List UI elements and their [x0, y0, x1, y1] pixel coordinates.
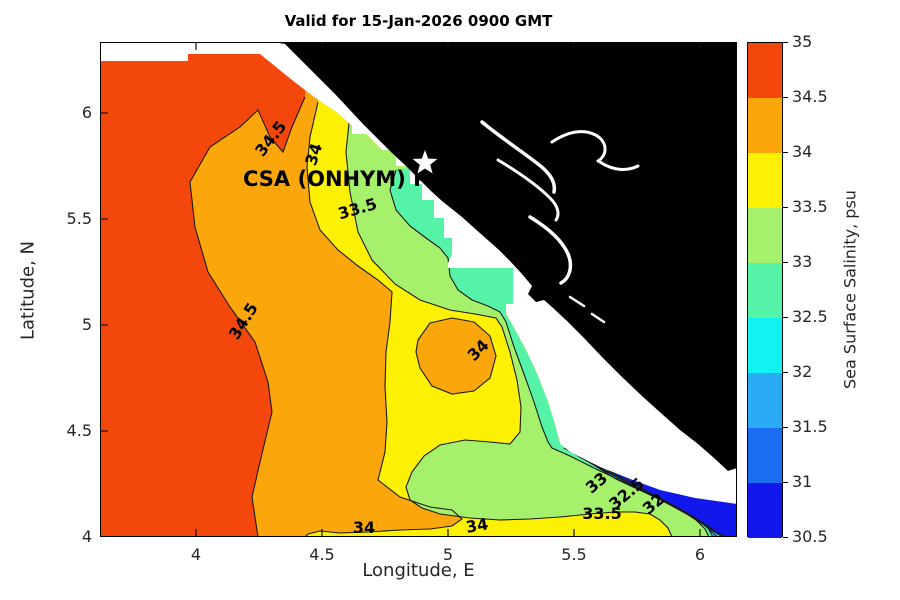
colorbar-band — [748, 483, 782, 538]
colorbar — [747, 42, 783, 538]
x-tick-label: 6 — [694, 545, 706, 564]
colorbar-band — [748, 263, 782, 318]
colorbar-tick-label: 35 — [792, 32, 813, 51]
band-31-30p5 — [608, 470, 737, 537]
band-local-orange-maximum — [416, 318, 496, 394]
colorbar-tick-mark — [783, 537, 788, 538]
figure-title: Valid for 15-Jan-2026 0900 GMT — [284, 12, 553, 30]
axis-tick-marks — [100, 42, 701, 537]
colorbar-tick-label: 34.5 — [792, 87, 828, 106]
colorbar-tick-mark — [783, 262, 788, 263]
colorbar-band — [748, 318, 782, 373]
colorbar-tick-mark — [783, 207, 788, 208]
y-tick-label: 6 — [81, 103, 92, 122]
river-channel-icon — [480, 120, 640, 324]
x-tick-label: 4.5 — [309, 545, 335, 564]
colorbar-tick-mark — [783, 42, 788, 43]
y-tick-label: 5 — [81, 315, 92, 334]
x-axis-label: Longitude, E — [362, 560, 475, 581]
y-tick-label: 5.5 — [66, 209, 92, 228]
land-polygon — [273, 42, 737, 471]
contour-value-label: 34 — [353, 518, 375, 537]
colorbar-band — [748, 98, 782, 153]
colorbar-tick-mark — [783, 152, 788, 153]
colorbar-label: Sea Surface Salinity, psu — [840, 190, 860, 389]
colorbar-tick-mark — [783, 482, 788, 483]
y-tick-label: 4.5 — [66, 421, 92, 440]
contour-lines — [189, 96, 728, 537]
colorbar-band — [748, 153, 782, 208]
colorbar-tick-mark — [783, 427, 788, 428]
y-axis-label: Latitude, N — [17, 241, 39, 340]
x-tick-label: 5.5 — [561, 545, 587, 564]
colorbar-tick-label: 32 — [792, 362, 813, 381]
colorbar-band — [748, 208, 782, 263]
x-tick-label: 4 — [190, 545, 202, 564]
colorbar-tick-label: 30.5 — [792, 527, 828, 546]
colorbar-tick-label: 31.5 — [792, 417, 828, 436]
colorbar-tick-label: 34 — [792, 142, 813, 161]
colorbar-tick-label: 33 — [792, 252, 813, 271]
plot-box-border — [100, 42, 737, 537]
y-tick-label: 4 — [81, 527, 92, 546]
star-marker-icon — [408, 146, 442, 177]
colorbar-band — [748, 43, 782, 98]
x-tick-label: 5 — [442, 545, 454, 564]
colorbar-tick-label: 32.5 — [792, 307, 828, 326]
colorbar-tick-mark — [783, 97, 788, 98]
colorbar-tick-label: 33.5 — [792, 197, 828, 216]
contour-value-label: 33.5 — [582, 504, 621, 523]
colorbar-tick-mark — [783, 372, 788, 373]
colorbar-tick-label: 31 — [792, 472, 813, 491]
colorbar-band — [748, 373, 782, 428]
contour-value-label: 34 — [464, 514, 489, 537]
colorbar-band — [748, 428, 782, 483]
colorbar-tick-mark — [783, 317, 788, 318]
